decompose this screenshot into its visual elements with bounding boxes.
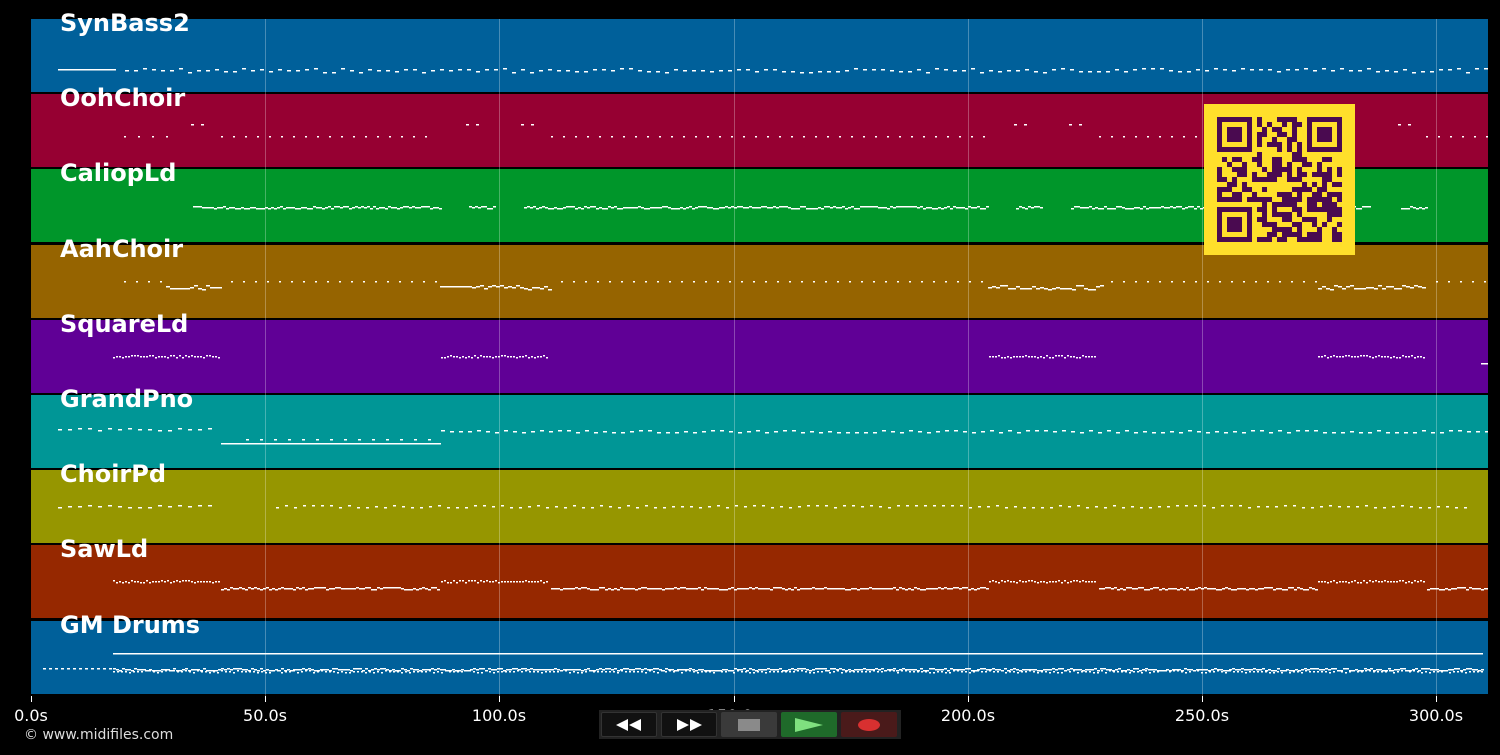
track-name: GrandPno (60, 385, 194, 413)
tick-mark (968, 696, 969, 702)
track-notes (58, 428, 1488, 445)
track-lane-aahchoir[interactable]: AahChoir (31, 235, 1488, 318)
track-name: SynBass2 (60, 9, 190, 37)
copyright-text: © www.midifiles.com (24, 727, 174, 743)
record-icon (858, 718, 880, 731)
track-notes (193, 206, 1428, 210)
track-name: OohChoir (60, 84, 186, 112)
track-lane-grandpno[interactable]: GrandPno (31, 385, 1488, 468)
track-notes (58, 68, 1488, 74)
tick-label: 100.0s (471, 706, 527, 725)
stop-icon (738, 718, 760, 731)
play-button[interactable] (781, 712, 837, 737)
tick-mark (499, 696, 500, 702)
stop-button[interactable] (721, 712, 777, 737)
track-lane-sawld[interactable]: SawLd (31, 535, 1488, 618)
track-notes (58, 505, 1467, 509)
tick-mark (734, 696, 735, 702)
track-name: ChoirPd (60, 460, 167, 488)
track-lane-choirpd[interactable]: ChoirPd (31, 460, 1488, 543)
tick-label: 50.0s (243, 706, 287, 725)
rewind-button[interactable] (601, 712, 657, 737)
tick-mark (265, 696, 266, 702)
track-name: GM Drums (60, 611, 201, 639)
tick-mark (1202, 696, 1203, 702)
track-lane-gm-drums[interactable]: GM Drums (31, 611, 1488, 694)
track-notes (124, 281, 1486, 291)
track-lane-squareld[interactable]: SquareLd (31, 310, 1488, 393)
fast-forward-button[interactable] (661, 712, 717, 737)
tick-label: 0.0s (14, 706, 48, 725)
tick-label: 200.0s (940, 706, 996, 725)
qr-code-icon (1204, 104, 1355, 255)
record-button[interactable] (841, 712, 897, 737)
tick-label: 250.0s (1174, 706, 1230, 725)
play-icon (795, 717, 823, 732)
tick-mark (1436, 696, 1437, 702)
track-notes (113, 355, 1488, 365)
track-name: AahChoir (60, 235, 184, 263)
track-name: SquareLd (60, 310, 189, 338)
qr-pattern (1217, 117, 1342, 242)
track-lane-synbass2[interactable]: SynBass2 (31, 9, 1488, 92)
fast-forward-icon (677, 718, 702, 731)
track-name: SawLd (60, 535, 149, 563)
rewind-icon (616, 718, 641, 731)
transport-controls (599, 710, 901, 739)
tick-mark (31, 696, 32, 702)
track-notes (43, 653, 1484, 674)
tick-label: 300.0s (1408, 706, 1464, 725)
track-name: CaliopLd (60, 159, 177, 187)
track-notes (113, 580, 1488, 591)
